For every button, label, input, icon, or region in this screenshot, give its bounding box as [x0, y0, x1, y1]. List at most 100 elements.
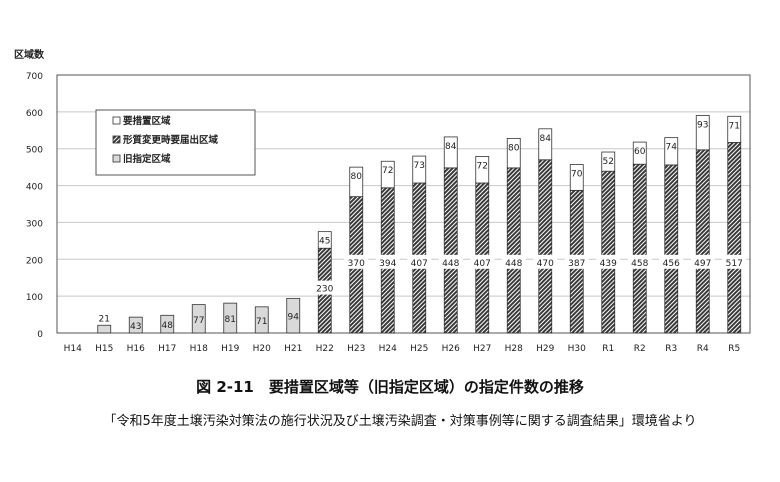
- bar-change-notification: [443, 167, 458, 334]
- bar-change-notification: [727, 142, 742, 334]
- x-tick-label: H24: [379, 344, 397, 354]
- data-label: 448: [442, 259, 459, 269]
- data-label: 81: [225, 315, 236, 325]
- x-tick-label: H27: [473, 344, 491, 354]
- legend-label: 旧指定区域: [123, 153, 171, 165]
- data-label: 407: [411, 259, 428, 269]
- x-tick-label: H25: [410, 344, 428, 354]
- data-label-bg: [375, 254, 400, 269]
- x-tick-label: R4: [697, 344, 709, 354]
- bar-change-notification: [632, 163, 647, 334]
- data-label: 48: [162, 321, 174, 331]
- data-label: 80: [508, 143, 520, 153]
- x-tick-label: H14: [64, 344, 82, 354]
- bar-change-notification: [695, 149, 710, 334]
- data-label-bg: [533, 254, 558, 269]
- bar-change-notification: [664, 164, 679, 334]
- data-label: 60: [634, 147, 646, 157]
- chart: 区域数 0 100 200 300 400 500 600 700 H14 H15 H16 H17 H1…: [14, 48, 751, 354]
- data-label: 84: [540, 134, 552, 144]
- data-label-bg: [690, 254, 715, 269]
- bar-action-required: [538, 128, 553, 161]
- data-label: 456: [663, 259, 680, 269]
- x-tick-label: H20: [253, 344, 271, 354]
- y-tick-label: 600: [26, 109, 43, 119]
- data-label: 74: [666, 143, 678, 153]
- bar-action-required: [475, 156, 490, 184]
- x-tick-label: H19: [221, 344, 239, 354]
- x-tick-label: H29: [536, 344, 554, 354]
- data-label: 52: [603, 157, 614, 167]
- x-tick-label: R3: [665, 344, 677, 354]
- data-label-bg: [659, 254, 684, 269]
- data-label: 84: [445, 142, 457, 152]
- data-label-bg: [596, 254, 621, 269]
- data-label: 517: [726, 259, 743, 269]
- x-tick-label: R1: [602, 344, 614, 354]
- bar-change-notification: [506, 167, 521, 334]
- x-tick-label: R2: [634, 344, 646, 354]
- bar-old-designated: [97, 324, 112, 334]
- legend-box: [95, 109, 256, 176]
- bar-old-designated: [191, 304, 206, 334]
- x-tick-label: H15: [95, 344, 113, 354]
- y-tick-label: 0: [37, 330, 43, 340]
- x-tick-label: H22: [316, 344, 334, 354]
- bar-action-required: [695, 115, 710, 151]
- legend-label: 要措置区域: [123, 115, 171, 127]
- y-tick-label: 300: [26, 219, 43, 229]
- bar-action-required: [412, 155, 427, 184]
- y-tick-label: 500: [26, 146, 43, 156]
- data-label: 45: [319, 237, 330, 247]
- legend-label: 形質変更時要届出区域: [123, 134, 219, 146]
- bar-action-required: [317, 231, 332, 249]
- data-label: 387: [568, 259, 585, 269]
- bar-old-designated: [223, 302, 238, 334]
- bar-action-required: [569, 164, 584, 191]
- data-label: 80: [351, 172, 363, 182]
- data-label: 439: [600, 259, 617, 269]
- data-label: 407: [474, 259, 491, 269]
- data-label-bg: [501, 254, 526, 269]
- data-label: 394: [379, 259, 396, 269]
- x-tick-label: H18: [190, 344, 208, 354]
- data-label: 94: [288, 313, 300, 323]
- bar-old-designated: [254, 306, 269, 334]
- data-label: 70: [571, 170, 583, 180]
- bar-action-required: [506, 137, 521, 169]
- data-label: 73: [414, 161, 425, 171]
- data-label: 43: [130, 322, 141, 332]
- data-label: 72: [477, 161, 488, 171]
- plot-frame: [56, 74, 751, 334]
- legend-swatch: [112, 116, 121, 125]
- bar-old-designated: [160, 314, 175, 334]
- data-label-bg: [722, 254, 747, 269]
- bar-action-required: [601, 151, 616, 172]
- data-label: 77: [193, 316, 204, 326]
- data-label: 470: [537, 259, 554, 269]
- x-tick-label: H16: [127, 344, 145, 354]
- figure-title: 図 2-11 要措置区域等（旧指定区域）の指定件数の推移: [196, 378, 584, 396]
- data-label-bg: [470, 254, 495, 269]
- x-tick-label: H17: [158, 344, 176, 354]
- x-tick-label: H30: [568, 344, 586, 354]
- bar-action-required: [443, 136, 458, 169]
- source-note: 「令和5年度土壌汚染対策法の施行状況及び土壌汚染調査・対策事例等に関する調査結果…: [103, 414, 697, 429]
- bar-action-required: [664, 137, 679, 166]
- bar-action-required: [380, 160, 395, 189]
- data-label-bg: [344, 254, 369, 269]
- x-tick-label: H28: [505, 344, 523, 354]
- bar-old-designated: [286, 297, 301, 334]
- legend-swatch: [112, 154, 121, 163]
- data-label: 497: [694, 259, 711, 269]
- data-label: 21: [99, 314, 110, 324]
- bar-old-designated: [128, 316, 143, 334]
- y-tick-label: 700: [26, 72, 43, 82]
- data-label: 458: [631, 259, 648, 269]
- data-label-bg: [407, 254, 432, 269]
- data-label-bg: [627, 254, 652, 269]
- x-tick-label: H26: [442, 344, 460, 354]
- data-label: 93: [697, 121, 708, 131]
- x-tick-label: R5: [728, 344, 740, 354]
